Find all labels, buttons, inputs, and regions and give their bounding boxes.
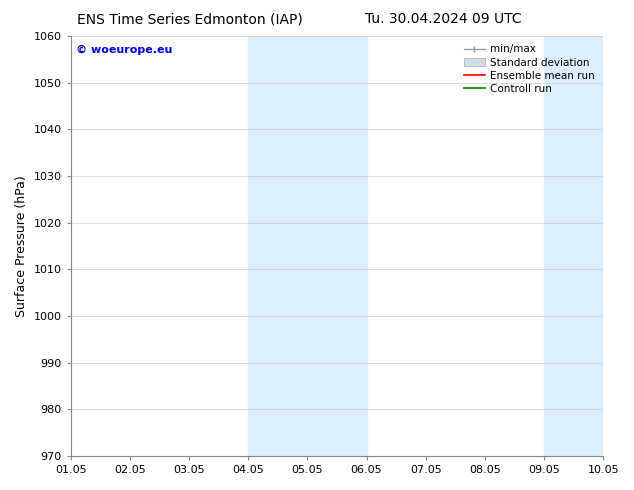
Bar	[544, 36, 634, 456]
Legend: min/max, Standard deviation, Ensemble mean run, Controll run: min/max, Standard deviation, Ensemble me…	[461, 41, 598, 97]
Text: © woeurope.eu: © woeurope.eu	[76, 45, 172, 54]
Text: Tu. 30.04.2024 09 UTC: Tu. 30.04.2024 09 UTC	[365, 12, 522, 26]
Y-axis label: Surface Pressure (hPa): Surface Pressure (hPa)	[15, 175, 28, 317]
Text: ENS Time Series Edmonton (IAP): ENS Time Series Edmonton (IAP)	[77, 12, 303, 26]
Bar	[248, 36, 366, 456]
